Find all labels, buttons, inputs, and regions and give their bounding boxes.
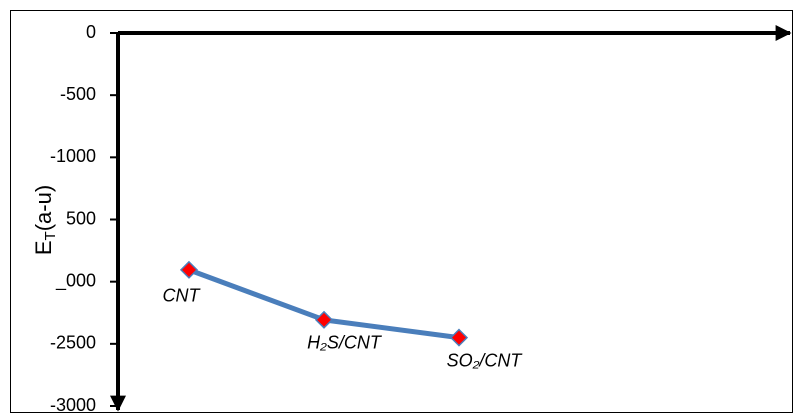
y-tick-label: -3000 [50,395,96,414]
point-marker [449,328,469,347]
point-marker [179,260,199,279]
y-tick-label: 0 [86,22,96,42]
y-tick-label: -500 [60,84,96,104]
frame [10,10,793,413]
point-label: H₂S/CNT [307,333,383,353]
point-marker [314,310,334,329]
y-tick-label: _000 [55,270,96,291]
y-label-main: E [31,240,56,255]
y-axis-label: ET(a-u) [31,185,59,255]
point-label: CNT [163,286,202,306]
y-tick-label: -2500 [50,333,96,353]
y-label-rest: (a-u) [31,185,56,231]
y-tick-label: -1000 [50,146,96,166]
y-tick-label: 500 [66,208,96,228]
y-label-sub: T [42,231,59,240]
point-label: SO₂/CNT [447,350,524,370]
